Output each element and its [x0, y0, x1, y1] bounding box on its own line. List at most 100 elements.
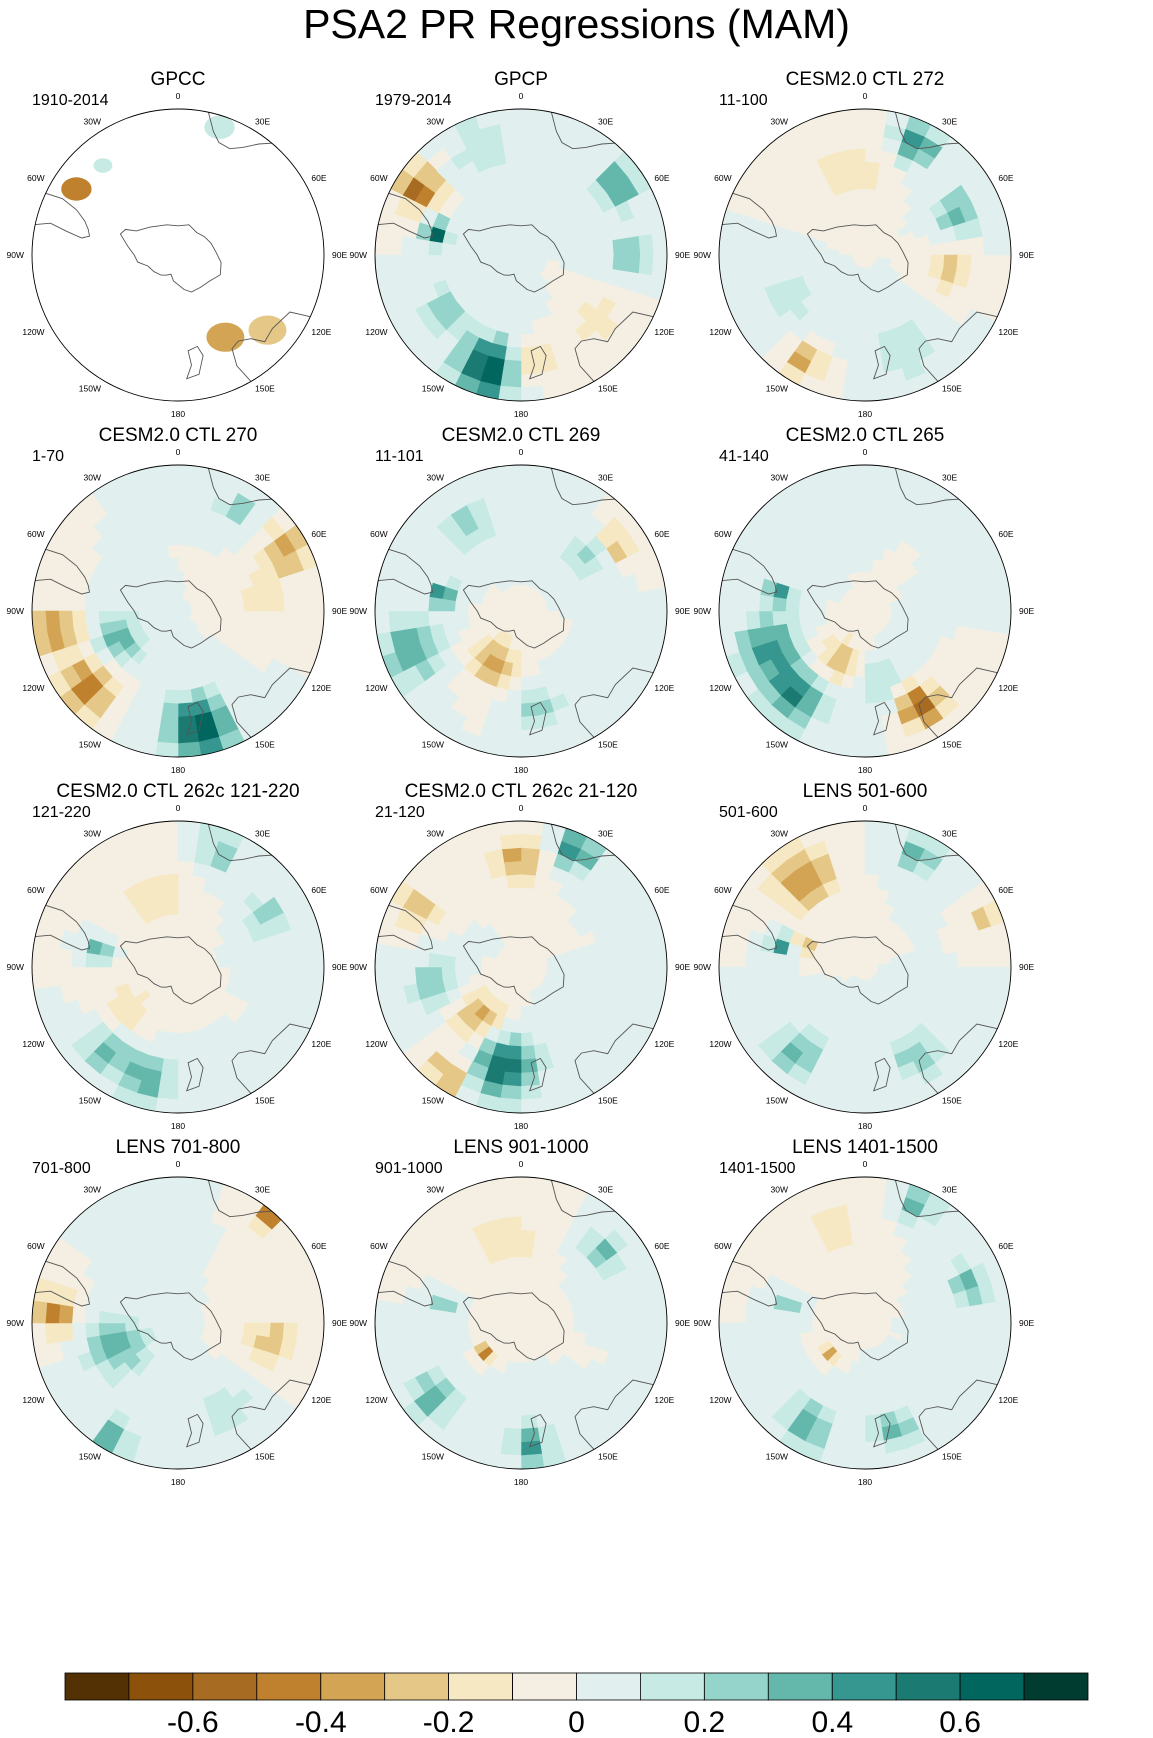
field-cell: [499, 1084, 522, 1101]
field-cell: [427, 966, 443, 982]
field-cell: [427, 254, 443, 270]
field-cell: [427, 1322, 443, 1338]
field-cell: [177, 1375, 189, 1390]
field-cell: [745, 591, 761, 612]
field-cell: [719, 254, 735, 279]
field-cell: [771, 952, 787, 968]
coastline: [872, 701, 891, 736]
field-cell: [969, 591, 985, 612]
longitude-label: 120W: [22, 1395, 44, 1405]
field-cell: [165, 531, 179, 546]
map-panel: CESM2.0 CTL 270 1-70 0 30E 60E 90E 120E 150E 180…: [7, 425, 348, 775]
field-cell: [520, 1229, 536, 1245]
map-panel: CESM2.0 CTL 272 11-100 0 30E 60E 90E 120E 150E 1…: [694, 69, 1035, 419]
longitude-label: 120E: [654, 1395, 674, 1405]
longitude-label: 90W: [350, 962, 367, 972]
field-cell: [864, 175, 878, 190]
field-cell: [375, 610, 391, 635]
field-cell: [771, 240, 787, 256]
field-cell: [177, 1045, 193, 1061]
field-cell: [864, 821, 889, 837]
field-cell: [731, 254, 748, 277]
coastline: [119, 1292, 222, 1361]
coastline: [806, 224, 909, 293]
panel-title: LENS 701-800: [116, 1137, 241, 1158]
field-cell: [719, 610, 735, 635]
coastline: [35, 548, 91, 595]
coastline: [806, 1292, 909, 1361]
field-cell: [427, 240, 443, 256]
panel-title: LENS 901-1000: [453, 1137, 588, 1158]
field-cell: [466, 919, 484, 937]
colorbar: -0.6 -0.4 -0.2 0 0.2 0.4 0.6: [64, 1672, 1089, 1738]
field-cell: [510, 544, 522, 559]
field-cell: [508, 531, 522, 546]
field-cell: [84, 1308, 100, 1324]
field-cell: [454, 1322, 469, 1334]
field-cell: [401, 947, 417, 968]
longitude-label: 150W: [766, 739, 788, 749]
field-cell: [864, 517, 880, 533]
map-boundary: [31, 820, 325, 1114]
field-cell: [520, 477, 543, 494]
field-cell: [163, 873, 179, 889]
longitude-label: 60W: [27, 173, 44, 183]
field-cell: [864, 504, 882, 520]
field-cell: [58, 1322, 74, 1343]
longitude-label: 150E: [255, 383, 275, 393]
longitude-label: 90W: [7, 1318, 24, 1328]
field-cell: [625, 591, 641, 612]
field-cell: [746, 929, 765, 951]
field-cell: [441, 610, 456, 624]
field-cell: [943, 254, 959, 270]
field-cell: [499, 121, 522, 138]
panel-title: GPCC: [151, 69, 206, 90]
field-cell: [599, 240, 615, 256]
field-cell: [864, 385, 889, 401]
longitude-label: 180: [858, 1477, 872, 1487]
field-cell: [506, 873, 522, 889]
field-cell: [625, 966, 641, 987]
field-cell: [817, 1340, 834, 1355]
field-cell: [167, 900, 179, 915]
field-cell: [969, 966, 985, 987]
coastline: [528, 1413, 547, 1448]
longitude-label: 60W: [714, 173, 731, 183]
field-cell: [501, 491, 522, 507]
longitude-label: 60E: [654, 173, 669, 183]
field-cell: [414, 1306, 430, 1324]
field-cell: [520, 1243, 534, 1258]
field-cell: [612, 610, 628, 628]
field-cell: [177, 1071, 198, 1087]
field-cell: [638, 1322, 655, 1345]
longitude-label: 60W: [714, 885, 731, 895]
field-cell: [638, 254, 655, 277]
longitude-label: 150W: [422, 383, 444, 393]
longitude-label: 120E: [311, 1039, 331, 1049]
longitude-label: 120E: [654, 683, 674, 693]
map-boundary: [31, 108, 325, 402]
field-cell: [617, 532, 640, 558]
field-cell: [520, 1375, 532, 1390]
field-cell: [612, 950, 628, 968]
field-cell: [612, 594, 628, 612]
land-anomaly: [61, 177, 92, 201]
field-cell: [719, 231, 735, 256]
longitude-label: 120W: [22, 1039, 44, 1049]
longitude-label: 150E: [598, 1451, 618, 1461]
field-cell: [943, 596, 959, 612]
longitude-label: 0: [176, 91, 181, 101]
field-cell: [599, 1322, 615, 1338]
field-cell: [850, 161, 866, 177]
longitude-label: 60E: [998, 173, 1013, 183]
field-cell: [387, 589, 404, 612]
longitude-label: 0: [863, 447, 868, 457]
field-cell: [595, 316, 619, 340]
coastline: [378, 904, 434, 951]
longitude-label: 90E: [675, 1318, 690, 1328]
field-cell: [177, 1229, 193, 1245]
field-cell: [599, 596, 615, 612]
field-cell: [520, 517, 536, 533]
field-cell: [758, 238, 774, 256]
colorbar-swatch: [256, 1672, 322, 1701]
